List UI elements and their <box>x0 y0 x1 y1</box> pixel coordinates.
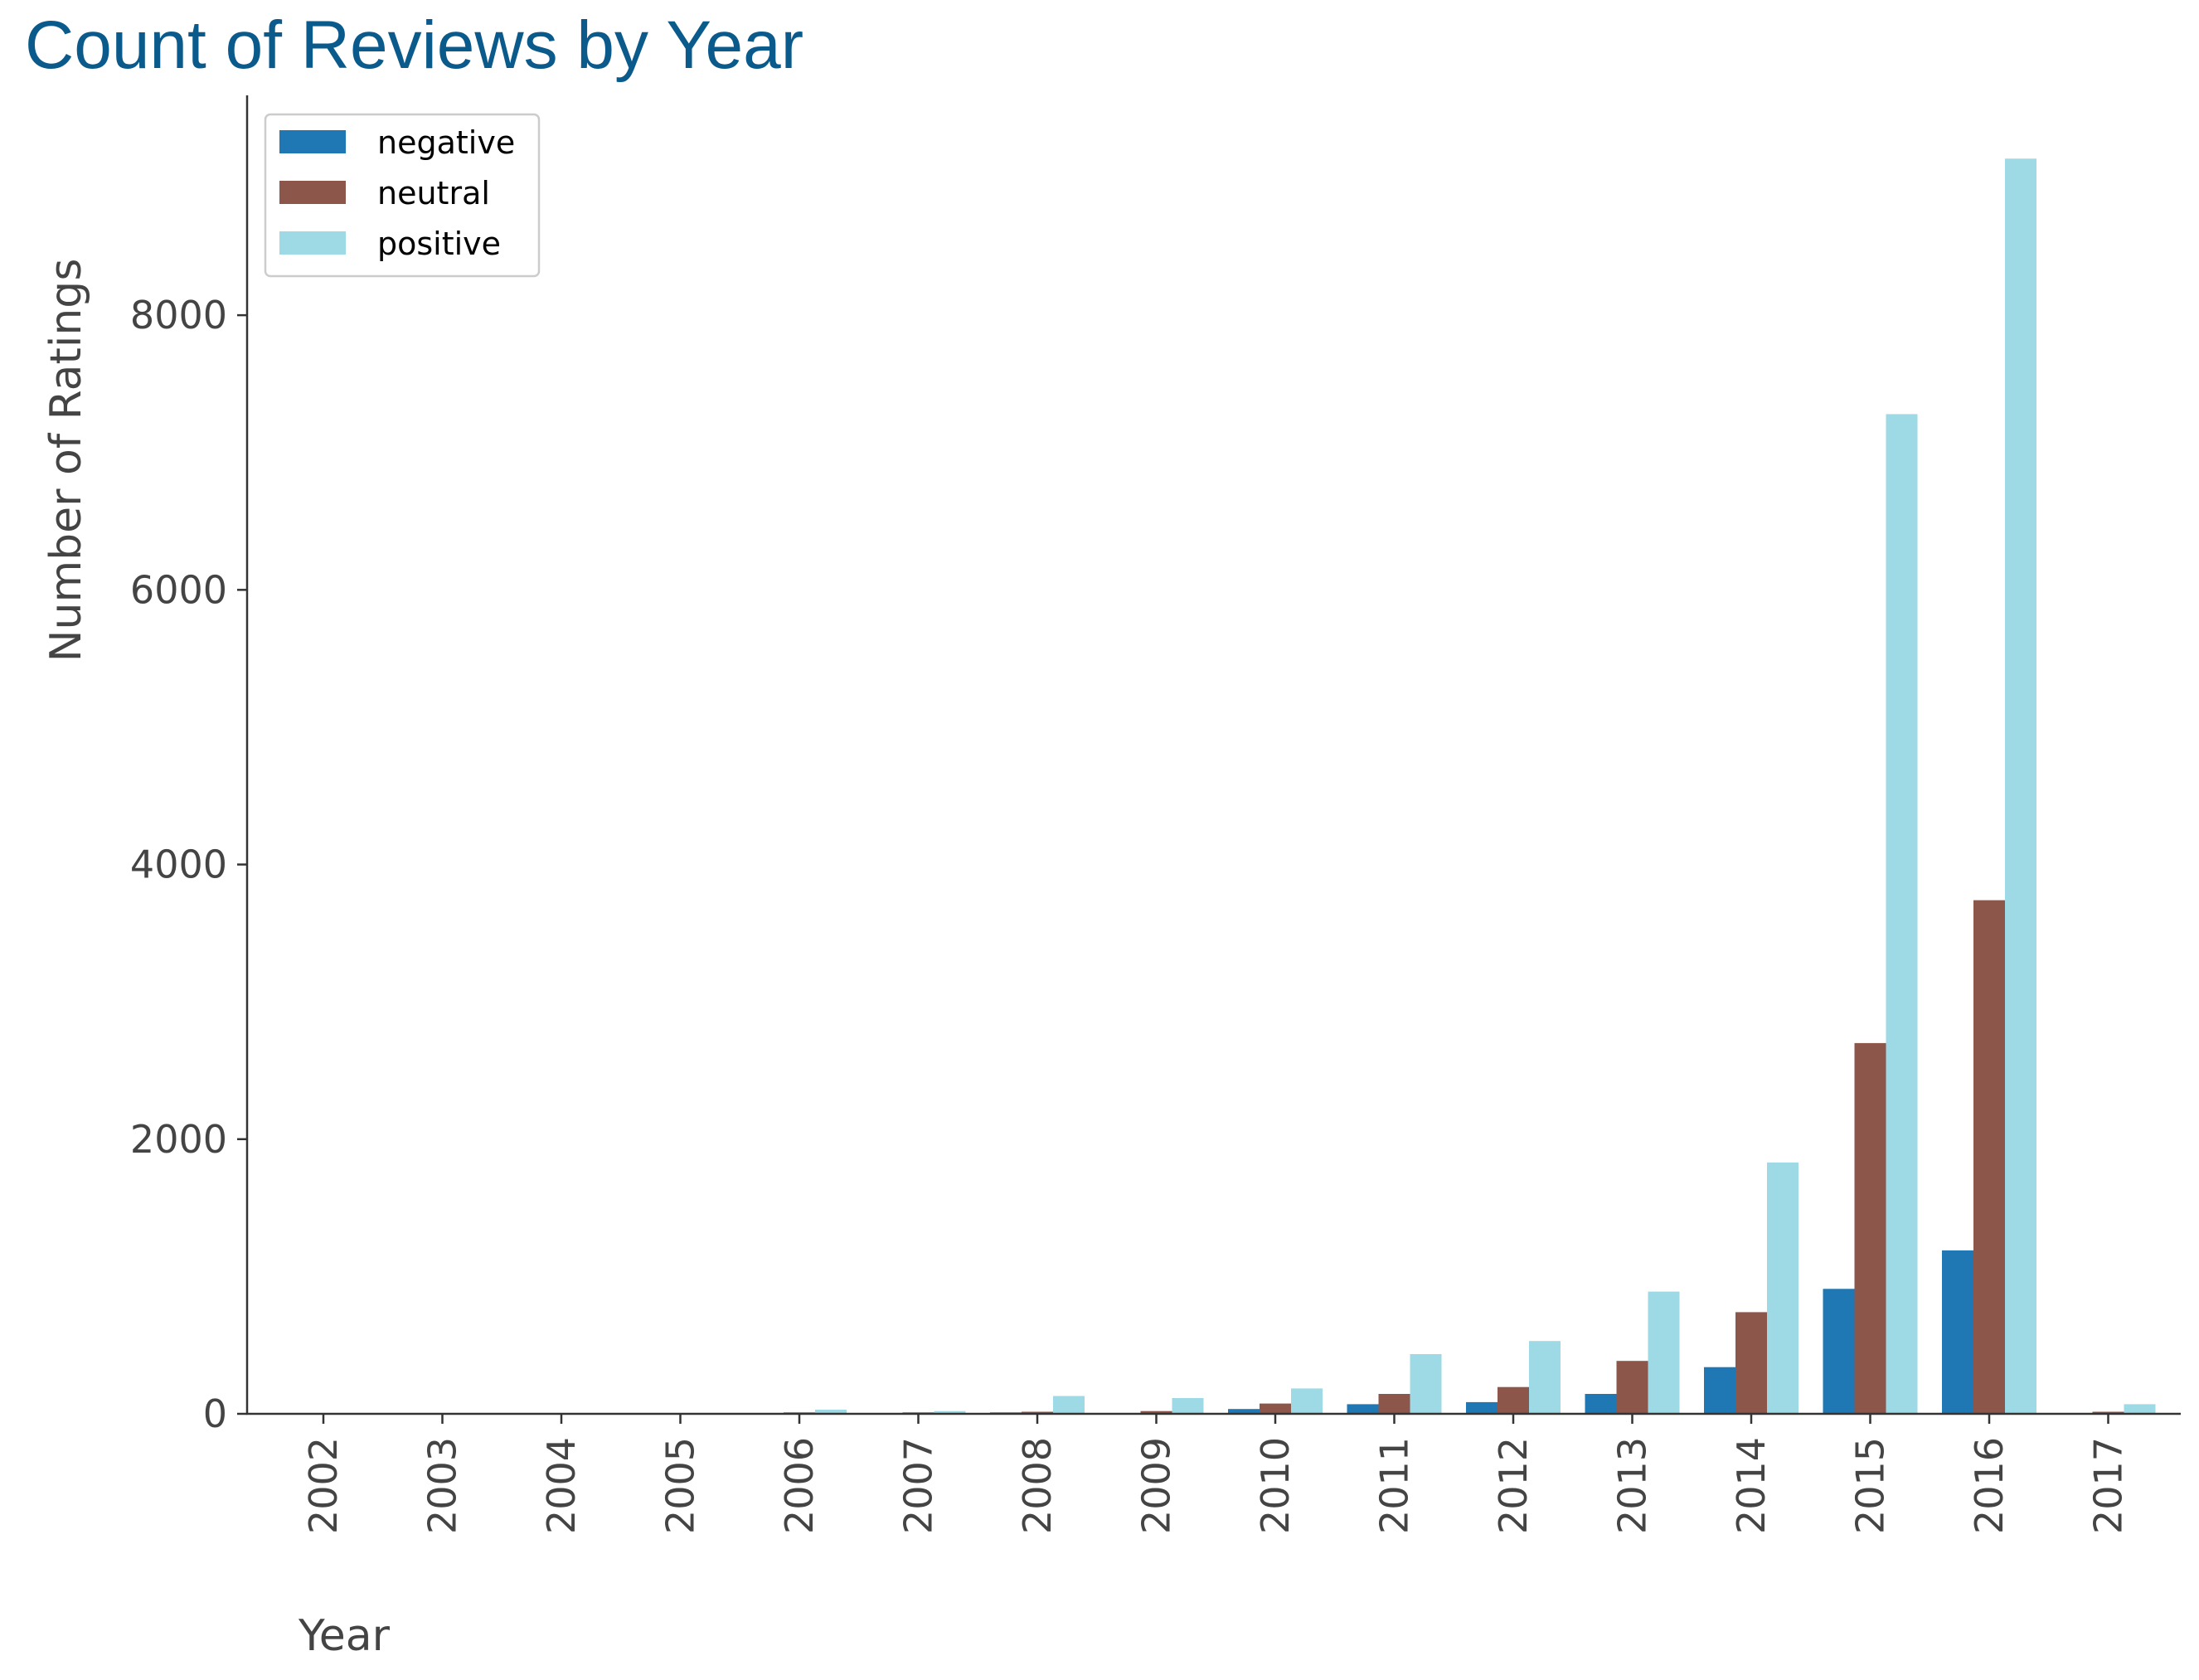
bar-negative-2013 <box>1585 1394 1617 1414</box>
x-tick-label: 2007 <box>896 1437 941 1534</box>
bar-positive-2006 <box>815 1410 847 1414</box>
bar-positive-2016 <box>2005 158 2036 1414</box>
bar-neutral-2013 <box>1616 1361 1648 1414</box>
bar-neutral-2011 <box>1378 1394 1410 1414</box>
bar-positive-2009 <box>1172 1398 1204 1414</box>
bar-positive-2010 <box>1291 1388 1323 1414</box>
x-tick-label: 2006 <box>777 1437 822 1534</box>
legend-swatch-neutral <box>279 181 346 204</box>
x-tick-label: 2003 <box>420 1437 465 1534</box>
x-tick-label: 2009 <box>1134 1437 1179 1534</box>
bar-neutral-2016 <box>1973 900 2005 1414</box>
bar-positive-2008 <box>1053 1396 1085 1414</box>
bar-negative-2010 <box>1228 1409 1260 1414</box>
bar-negative-2016 <box>1942 1250 1973 1414</box>
x-tick-label: 2004 <box>539 1437 584 1534</box>
bar-positive-2012 <box>1529 1341 1561 1414</box>
y-axis-label: Number of Ratings <box>41 259 91 663</box>
bar-positive-2013 <box>1648 1291 1680 1414</box>
x-tick-label: 2002 <box>301 1437 346 1534</box>
x-tick-label: 2010 <box>1253 1437 1298 1534</box>
y-tick-label: 0 <box>203 1391 227 1436</box>
chart-title: Count of Reviews by Year <box>25 7 803 83</box>
legend-label-positive: positive <box>377 226 501 262</box>
x-tick-label: 2017 <box>2086 1437 2131 1534</box>
x-axis-label: Year <box>298 1611 391 1661</box>
bar-negative-2015 <box>1823 1289 1855 1414</box>
bar-positive-2015 <box>1886 414 1918 1414</box>
bar-positive-2014 <box>1767 1162 1799 1414</box>
bar-negative-2014 <box>1704 1367 1735 1414</box>
bar-neutral-2010 <box>1260 1403 1291 1414</box>
legend-swatch-positive <box>279 231 346 255</box>
axes-layer: 0 2000 4000 6000 8000 2002 2003 2004 2005 2006 200… <box>130 95 2181 1534</box>
x-tick-label: 2016 <box>1967 1437 2012 1534</box>
y-tick-label: 4000 <box>130 842 227 887</box>
legend-swatch-negative <box>279 130 346 153</box>
bars-layer <box>664 158 2156 1414</box>
bar-neutral-2012 <box>1498 1386 1529 1414</box>
bar-neutral-2014 <box>1735 1312 1767 1414</box>
x-tick-label: 2014 <box>1729 1437 1774 1534</box>
x-tick-label: 2008 <box>1015 1437 1060 1534</box>
x-tick-label: 2012 <box>1491 1437 1536 1534</box>
x-tick-label: 2011 <box>1372 1437 1417 1534</box>
legend-label-negative: negative <box>377 124 515 161</box>
bar-negative-2012 <box>1466 1401 1498 1414</box>
x-tick-label: 2005 <box>658 1437 703 1534</box>
bar-positive-2011 <box>1410 1354 1442 1414</box>
bar-positive-2017 <box>2124 1404 2156 1414</box>
y-tick-label: 6000 <box>130 567 227 612</box>
legend-label-neutral: neutral <box>377 175 490 211</box>
legend: negative neutral positive <box>264 113 541 278</box>
y-tick-label: 2000 <box>130 1117 227 1162</box>
x-tick-label: 2015 <box>1848 1437 1893 1534</box>
x-tick-label: 2013 <box>1610 1437 1655 1534</box>
y-tick-label: 8000 <box>130 293 227 337</box>
bar-positive-2007 <box>934 1411 966 1414</box>
bar-neutral-2009 <box>1140 1411 1172 1414</box>
bar-negative-2011 <box>1347 1404 1379 1414</box>
bar-neutral-2015 <box>1854 1042 1886 1414</box>
